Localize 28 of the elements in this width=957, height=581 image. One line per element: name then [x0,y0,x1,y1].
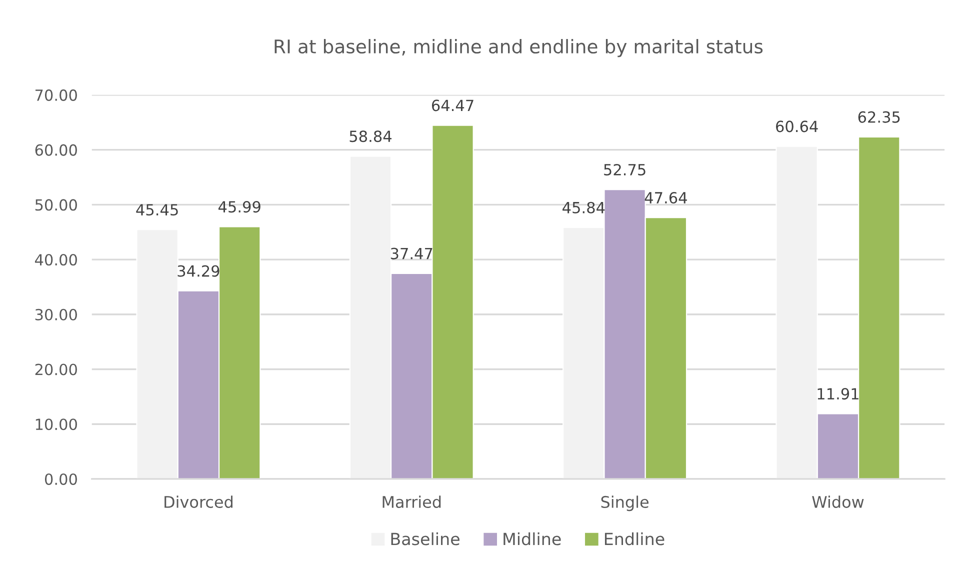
legend-label: Endline [604,532,664,546]
x-tick-label: Divorced [164,496,232,508]
y-tick-label: 40.00 [34,254,77,266]
data-label: 45.45 [136,204,178,216]
x-tick-label: Widow [812,496,864,508]
x-tick-label: Married [382,496,441,508]
data-label: 45.84 [562,202,605,214]
data-label: 52.75 [604,164,646,176]
y-tick-label: 20.00 [35,364,77,376]
data-label: 58.84 [350,130,392,142]
y-tick-label: 10.00 [36,418,77,430]
data-label: 64.47 [432,100,474,112]
data-label: 47.64 [644,192,687,204]
x-tick-label: Single [601,496,648,512]
data-label: 60.64 [776,120,818,132]
y-tick-label: 50.00 [35,199,77,211]
chart-title: RI at baseline, midline and endline by marital status [274,39,763,58]
data-label: 45.99 [218,201,260,213]
data-label: 34.29 [178,265,220,277]
legend-label: Baseline [391,532,460,546]
y-tick-label: 60.00 [35,144,77,156]
y-tick-label: 70.00 [36,89,77,101]
data-label: 11.91 [818,388,858,400]
y-tick-label: 0.00 [44,473,77,485]
data-label: 62.35 [858,111,900,123]
y-tick-label: 30.00 [35,308,77,320]
legend-label: Midline [504,532,561,546]
data-label: 37.47 [390,248,432,260]
